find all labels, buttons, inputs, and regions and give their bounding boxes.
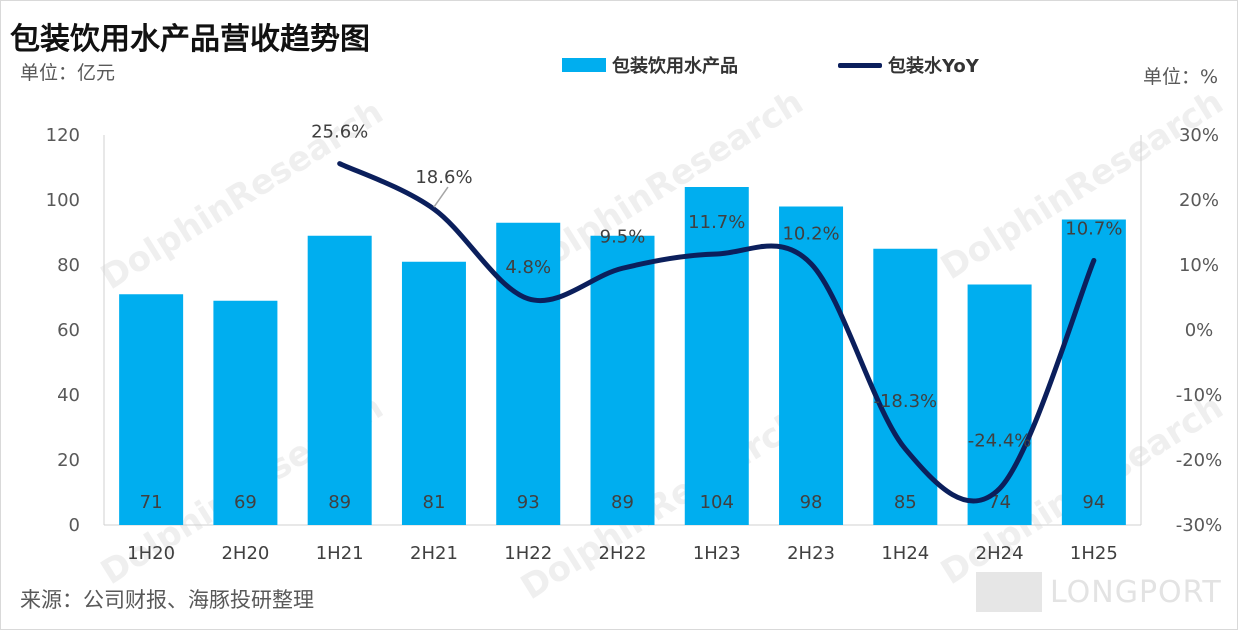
left-tick-label: 20 [57, 450, 80, 471]
bar-value-label: 89 [328, 492, 351, 513]
bar-value-label: 104 [700, 492, 734, 513]
yoy-value-label: 10.7% [1065, 218, 1122, 239]
right-tick-label: 10% [1179, 255, 1219, 276]
left-tick-label: 80 [57, 255, 80, 276]
bar [496, 222, 561, 525]
yoy-value-label: -18.3% [873, 391, 937, 412]
x-tick-label: 1H25 [1070, 543, 1118, 564]
x-tick-label: 2H21 [410, 543, 458, 564]
bar [684, 187, 749, 525]
bar-value-label: 74 [988, 492, 1011, 513]
legend-item-bar: 包装饮用水产品 [562, 52, 738, 78]
yoy-value-label: -24.4% [968, 431, 1032, 452]
yoy-value-label: 9.5% [600, 226, 646, 247]
left-tick-label: 120 [46, 125, 80, 146]
x-tick-label: 2H22 [599, 543, 647, 564]
left-tick-label: 0 [69, 515, 80, 536]
right-tick-label: 20% [1179, 190, 1219, 211]
bar [873, 248, 938, 525]
bar [779, 206, 844, 525]
yoy-label-leader [433, 186, 449, 208]
yoy-value-label: 11.7% [688, 212, 745, 233]
right-tick-label: 0% [1185, 320, 1214, 341]
bar [119, 294, 184, 525]
bar [307, 235, 372, 525]
legend-line-label: 包装水YoY [888, 56, 979, 77]
yoy-value-label: 25.6% [311, 122, 368, 143]
legend-bar-swatch [562, 58, 606, 72]
yoy-value-label: 4.8% [505, 257, 551, 278]
yoy-value-label: 10.2% [782, 224, 839, 245]
longport-logo: LONGPORT [976, 572, 1222, 612]
source-note: 来源：公司财报、海豚投研整理 [20, 588, 314, 612]
yoy-line [337, 161, 1097, 504]
legend-line-swatch [838, 62, 882, 68]
bar-value-label: 71 [140, 492, 163, 513]
x-tick-label: 1H21 [316, 543, 364, 564]
logo-mark-icon [976, 572, 1042, 612]
x-tick-label: 1H24 [881, 543, 929, 564]
bar-value-label: 81 [423, 492, 446, 513]
legend-item-line: 包装水YoY [838, 52, 979, 78]
logo-text: LONGPORT [1050, 574, 1222, 610]
bar [1061, 219, 1126, 525]
right-tick-label: -20% [1176, 450, 1223, 471]
bar [213, 300, 278, 525]
left-tick-label: 40 [57, 385, 80, 406]
bar-value-label: 93 [517, 492, 540, 513]
x-tick-label: 1H23 [693, 543, 741, 564]
right-axis-unit: 单位：% [1142, 66, 1218, 88]
yoy-value-label: 18.6% [415, 167, 472, 188]
x-tick-label: 1H20 [127, 543, 175, 564]
x-tick-label: 1H22 [504, 543, 552, 564]
bar [401, 261, 466, 525]
chart-title: 包装饮用水产品营收趋势图 [10, 22, 370, 57]
bar-value-label: 69 [234, 492, 257, 513]
x-tick-label: 2H20 [221, 543, 269, 564]
bar-value-label: 94 [1082, 492, 1105, 513]
bar [590, 235, 655, 525]
right-tick-label: -10% [1176, 385, 1223, 406]
right-tick-label: 30% [1179, 125, 1219, 146]
left-tick-label: 100 [46, 190, 80, 211]
x-tick-label: 2H24 [976, 543, 1024, 564]
right-tick-label: -30% [1176, 515, 1223, 536]
left-tick-label: 60 [57, 320, 80, 341]
left-axis-unit: 单位：亿元 [20, 62, 116, 84]
x-tick-label: 2H23 [787, 543, 835, 564]
bar [967, 284, 1032, 525]
bar-value-label: 98 [800, 492, 823, 513]
legend-bar-label: 包装饮用水产品 [612, 56, 738, 77]
bar-value-label: 85 [894, 492, 917, 513]
bar-value-label: 89 [611, 492, 634, 513]
